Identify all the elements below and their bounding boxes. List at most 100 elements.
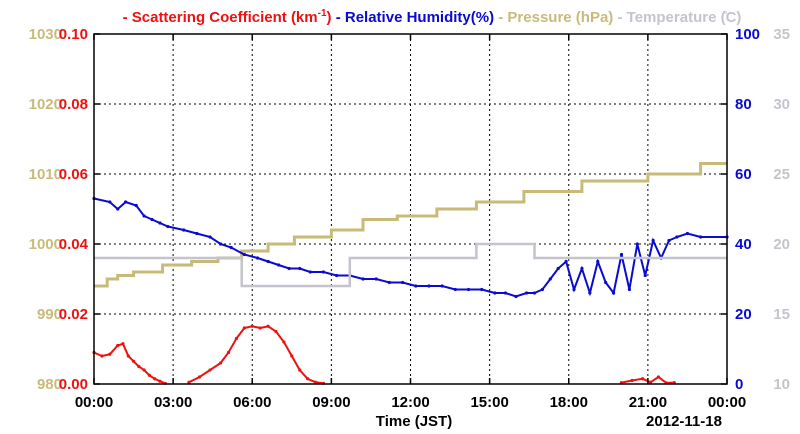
axes-layer: 00:00 03:00 06:00 09:00 12:00 15:00 18:00 21:00… bbox=[29, 26, 790, 411]
humidity-line bbox=[93, 197, 727, 298]
humidity-point bbox=[651, 238, 655, 243]
scattering-point bbox=[153, 377, 157, 381]
humidity-point bbox=[635, 242, 639, 246]
humidity-tick-label: 100 bbox=[735, 26, 760, 43]
humidity-point bbox=[440, 284, 444, 288]
scattering-point bbox=[242, 326, 246, 330]
scattering-point bbox=[142, 368, 146, 372]
scattering-point bbox=[298, 368, 302, 372]
x-tick-label: 15:00 bbox=[470, 394, 508, 411]
humidity-point bbox=[308, 270, 312, 274]
scattering-point bbox=[100, 354, 104, 358]
humidity-point bbox=[532, 291, 537, 295]
humidity-point bbox=[361, 277, 365, 281]
x-tick-label: 03:00 bbox=[154, 394, 192, 411]
humidity-point bbox=[580, 266, 584, 271]
scattering-point bbox=[226, 350, 231, 355]
humidity-point bbox=[588, 291, 592, 295]
humidity-tick-label: 60 bbox=[735, 166, 752, 183]
scattering-point bbox=[131, 359, 136, 363]
temperature-tick-label: 35 bbox=[773, 26, 790, 43]
humidity-point bbox=[466, 287, 471, 292]
scattering-point bbox=[234, 336, 239, 341]
pressure-tick-label: 1020 bbox=[29, 96, 62, 113]
humidity-point bbox=[548, 277, 552, 281]
humidity-point bbox=[124, 200, 128, 204]
legend-label-pressure: Pressure (hPa) bbox=[507, 9, 613, 26]
humidity-tick-label: 20 bbox=[735, 306, 752, 323]
scattering-tick-label: 0.06 bbox=[59, 166, 88, 183]
temperature-tick-label: 25 bbox=[773, 166, 790, 183]
humidity-point bbox=[564, 259, 568, 264]
pressure-line bbox=[94, 162, 727, 288]
humidity-point bbox=[414, 284, 418, 288]
legend-label-humidity: Relative Humidity(%) bbox=[345, 9, 494, 26]
humidity-tick-label: 80 bbox=[735, 96, 752, 113]
humidity-point bbox=[699, 235, 703, 239]
temperature-tick-label: 15 bbox=[773, 306, 790, 323]
pressure-tick-label: 980 bbox=[37, 376, 62, 393]
humidity-point bbox=[540, 287, 544, 292]
scattering-point bbox=[121, 342, 125, 346]
humidity-point bbox=[182, 228, 186, 232]
pressure-tick-label: 990 bbox=[37, 306, 62, 323]
pressure-tick-label: 1000 bbox=[29, 236, 62, 253]
scattering-point bbox=[630, 378, 634, 383]
humidity-point bbox=[150, 217, 154, 222]
scattering-tick-label: 0.02 bbox=[59, 306, 88, 323]
series-layer bbox=[92, 162, 729, 385]
date-label: 2012-11-18 bbox=[646, 413, 722, 430]
legend-marker-temperature: - bbox=[613, 9, 626, 26]
scattering-point bbox=[656, 375, 661, 379]
humidity-point bbox=[493, 291, 497, 295]
humidity-point bbox=[229, 245, 233, 250]
scattering-point bbox=[208, 368, 212, 372]
humidity-point bbox=[667, 238, 671, 243]
humidity-point bbox=[604, 280, 608, 285]
scattering-point bbox=[266, 324, 270, 328]
humidity-point bbox=[108, 200, 112, 204]
humidity-point bbox=[374, 277, 378, 281]
humidity-point bbox=[335, 273, 339, 278]
humidity-point bbox=[685, 231, 690, 236]
temperature-tick-label: 20 bbox=[773, 236, 790, 253]
humidity-point bbox=[387, 280, 391, 285]
humidity-point bbox=[298, 266, 302, 271]
humidity-point bbox=[321, 270, 326, 274]
humidity-point bbox=[675, 235, 679, 239]
humidity-point bbox=[242, 252, 246, 257]
scattering-tick-label: 0.08 bbox=[59, 96, 88, 113]
humidity-point bbox=[556, 266, 560, 271]
scattering-point bbox=[147, 373, 151, 377]
legend-label-scattering: Scattering Coefficient (km bbox=[132, 9, 318, 26]
grid bbox=[94, 34, 727, 384]
scattering-point bbox=[306, 377, 310, 381]
x-tick-label: 12:00 bbox=[391, 394, 429, 411]
humidity-tick-label: 40 bbox=[735, 236, 752, 253]
scattering-point bbox=[197, 375, 202, 379]
scattering-point bbox=[158, 379, 162, 383]
scattering-point bbox=[258, 326, 262, 330]
scattering-line bbox=[188, 325, 324, 385]
humidity-point bbox=[572, 287, 576, 292]
humidity-point bbox=[255, 256, 260, 260]
scattering-point bbox=[648, 380, 653, 384]
humidity-point bbox=[514, 294, 518, 299]
legend-marker-scattering: - bbox=[123, 9, 132, 26]
scattering-point bbox=[313, 380, 318, 384]
scattering-point bbox=[137, 364, 141, 369]
humidity-point bbox=[453, 287, 457, 292]
humidity-point bbox=[134, 203, 138, 208]
humidity-point bbox=[627, 287, 632, 292]
x-tick-label: 21:00 bbox=[629, 394, 667, 411]
x-tick-label: 00:00 bbox=[708, 394, 746, 411]
pressure-tick-label: 1030 bbox=[29, 26, 62, 43]
humidity-point bbox=[427, 284, 431, 288]
humidity-point bbox=[611, 291, 616, 295]
x-tick-label: 06:00 bbox=[233, 394, 271, 411]
scattering-point bbox=[219, 361, 223, 365]
scattering-point bbox=[187, 380, 191, 384]
humidity-point bbox=[277, 263, 281, 267]
scattering-point bbox=[290, 354, 294, 358]
